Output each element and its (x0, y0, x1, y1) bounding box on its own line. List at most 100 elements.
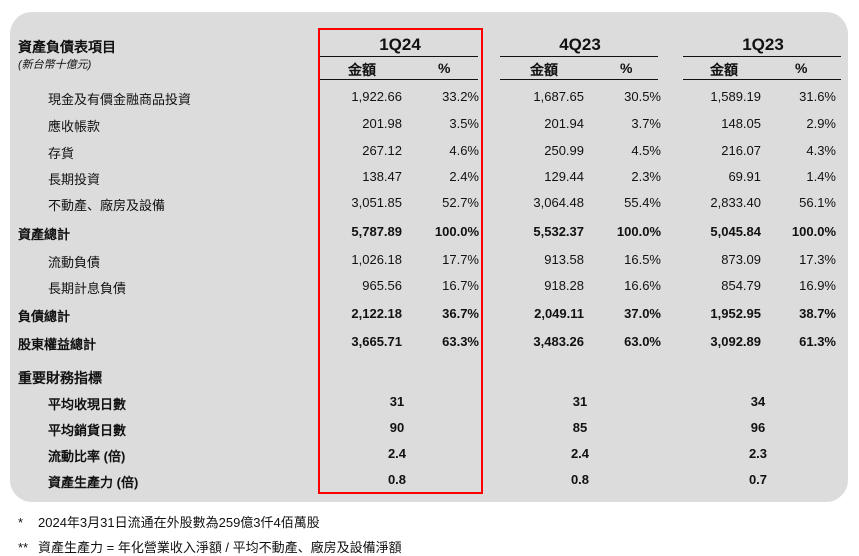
table-row: 股東權益總計 3,665.71 63.3% 3,483.26 63.0% 3,092.89… (0, 334, 859, 356)
divider (320, 79, 478, 80)
footnote-mark: * (18, 515, 24, 530)
table-row: 長期計息負債 965.56 16.7% 918.28 16.6% 854.79 16.9% (0, 278, 859, 300)
pct-cell: 16.6% (624, 278, 661, 293)
amount-cell: 3,051.85 (351, 195, 402, 210)
pct-cell: 61.3% (799, 334, 836, 349)
pct-cell: 52.7% (442, 195, 479, 210)
indicator-value: 2.4 (570, 446, 590, 461)
balance-sheet-panel (10, 12, 848, 502)
divider (500, 56, 658, 57)
divider (683, 79, 841, 80)
amount-cell: 1,687.65 (533, 89, 584, 104)
pct-header: % (795, 60, 808, 76)
indicator-value: 34 (750, 394, 766, 409)
amount-cell: 3,665.71 (351, 334, 402, 349)
amount-header: 金額 (348, 62, 376, 78)
amount-header: 金額 (530, 62, 558, 78)
indicator-value: 96 (750, 420, 766, 435)
period-header-1q24: 1Q24 (379, 35, 421, 54)
table-row: 流動負債 1,026.18 17.7% 913.58 16.5% 873.09 17.3% (0, 252, 859, 274)
pct-cell: 3.7% (631, 116, 661, 131)
table-row: 應收帳款 201.98 3.5% 201.94 3.7% 148.05 2.9% (0, 116, 859, 138)
period-header-1q23: 1Q23 (742, 35, 784, 54)
footnote-text: 2024年3月31日流通在外股數為259億3仟4佰萬股 (38, 515, 320, 530)
footnote-mark: ** (18, 540, 29, 555)
pct-cell: 33.2% (442, 89, 479, 104)
amount-cell: 138.47 (362, 169, 402, 184)
pct-cell: 56.1% (799, 195, 836, 210)
pct-cell: 55.4% (624, 195, 661, 210)
footnote-2: ** 資產生產力 = 年化營業收入淨額 / 平均不動產、廠房及設備淨額 (18, 537, 402, 556)
pct-cell: 16.5% (624, 252, 661, 267)
amount-cell: 3,483.26 (533, 334, 584, 349)
indicator-value: 31 (572, 394, 588, 409)
divider (500, 79, 658, 80)
amount-cell: 2,122.18 (351, 306, 402, 321)
indicator-value: 0.8 (570, 472, 590, 487)
amount-cell: 216.07 (721, 143, 761, 158)
row-label: 應收帳款 (48, 119, 101, 134)
amount-cell: 3,092.89 (710, 334, 761, 349)
row-label: 長期計息負債 (48, 281, 127, 296)
indicator-label: 平均銷貨日數 (48, 423, 127, 438)
indicator-label: 流動比率 (倍) (48, 449, 126, 464)
highlight-box-1q24 (318, 28, 483, 494)
pct-cell: 100.0% (791, 224, 836, 239)
row-label: 負債總計 (18, 309, 71, 324)
amount-cell: 69.91 (728, 169, 761, 184)
amount-cell: 129.44 (544, 169, 584, 184)
table-row: 長期投資 138.47 2.4% 129.44 2.3% 69.91 1.4% (0, 169, 859, 191)
amount-cell: 873.09 (721, 252, 761, 267)
amount-cell: 1,026.18 (351, 252, 402, 267)
period-header-4q23: 4Q23 (559, 35, 601, 54)
unit-label: (新台幣十億元) (18, 59, 92, 71)
indicator-value: 2.4 (387, 446, 407, 461)
pct-cell: 2.3% (631, 169, 661, 184)
pct-cell: 37.0% (624, 306, 661, 321)
row-label: 股東權益總計 (18, 337, 97, 352)
amount-cell: 250.99 (544, 143, 584, 158)
row-label: 資產總計 (18, 227, 71, 242)
pct-cell: 2.9% (806, 116, 836, 131)
amount-cell: 201.98 (362, 116, 402, 131)
table-row: 負債總計 2,122.18 36.7% 2,049.11 37.0% 1,952.95 38… (0, 306, 859, 328)
pct-cell: 2.4% (449, 169, 479, 184)
pct-cell: 63.3% (442, 334, 479, 349)
pct-cell: 36.7% (442, 306, 479, 321)
table-title: 資產負債表項目 (18, 39, 116, 55)
pct-cell: 100.0% (434, 224, 479, 239)
divider (320, 56, 478, 57)
pct-cell: 3.5% (449, 116, 479, 131)
row-label: 不動產、廠房及設備 (48, 198, 166, 213)
amount-cell: 913.58 (544, 252, 584, 267)
pct-cell: 63.0% (624, 334, 661, 349)
indicator-label: 平均收現日數 (48, 397, 127, 412)
amount-cell: 1,589.19 (710, 89, 761, 104)
amount-cell: 3,064.48 (533, 195, 584, 210)
footnote-text: 資產生產力 = 年化營業收入淨額 / 平均不動產、廠房及設備淨額 (38, 540, 402, 555)
amount-cell: 5,787.89 (351, 224, 402, 239)
pct-cell: 16.7% (442, 278, 479, 293)
pct-cell: 16.9% (799, 278, 836, 293)
indicator-row: 資產生產力 (倍) 0.8 0.8 0.7 (0, 472, 859, 494)
amount-cell: 854.79 (721, 278, 761, 293)
pct-cell: 30.5% (624, 89, 661, 104)
pct-header: % (620, 60, 633, 76)
divider (683, 56, 841, 57)
amount-cell: 5,532.37 (533, 224, 584, 239)
indicator-value: 0.7 (748, 472, 768, 487)
amount-cell: 918.28 (544, 278, 584, 293)
pct-cell: 1.4% (806, 169, 836, 184)
table-row: 存貨 267.12 4.6% 250.99 4.5% 216.07 4.3% (0, 143, 859, 165)
pct-cell: 17.3% (799, 252, 836, 267)
indicators-title: 重要財務指標 (18, 370, 102, 386)
indicator-value: 31 (389, 394, 405, 409)
amount-cell: 2,833.40 (710, 195, 761, 210)
row-label: 存貨 (48, 146, 75, 161)
amount-cell: 1,922.66 (351, 89, 402, 104)
amount-cell: 1,952.95 (710, 306, 761, 321)
amount-cell: 201.94 (544, 116, 584, 131)
amount-header: 金額 (710, 62, 738, 78)
pct-cell: 4.5% (631, 143, 661, 158)
indicator-value: 2.3 (748, 446, 768, 461)
